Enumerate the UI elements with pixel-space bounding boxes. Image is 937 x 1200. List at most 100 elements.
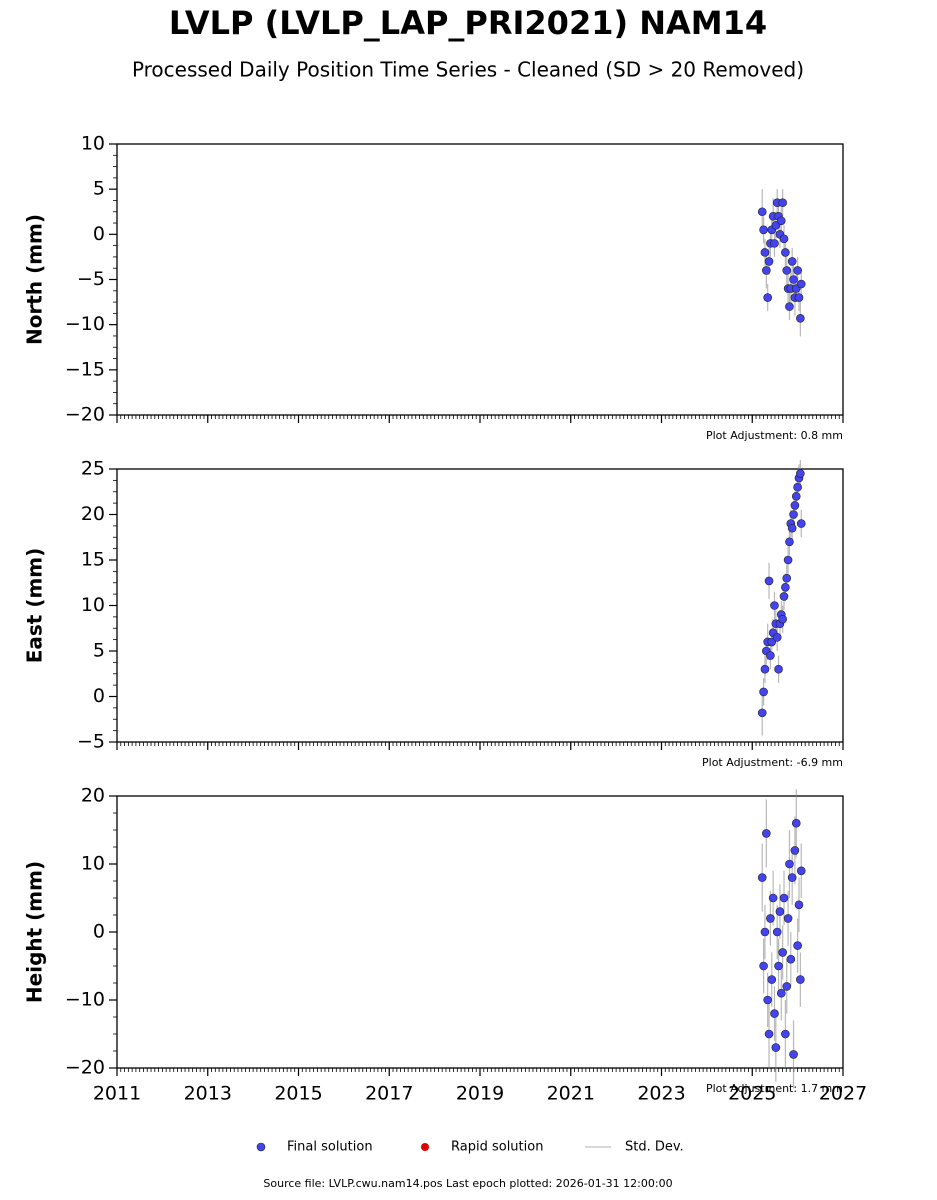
data-point — [763, 293, 772, 302]
x-tick-label: 2023 — [637, 1083, 685, 1105]
data-point — [760, 927, 770, 937]
y-tick-label: 15 — [81, 549, 105, 571]
data-point — [759, 961, 768, 971]
y-tick-label: 0 — [93, 685, 105, 707]
data-point — [778, 948, 787, 957]
data-point — [775, 907, 785, 916]
data-point — [793, 941, 802, 950]
x-tick-label: 2025 — [728, 1083, 776, 1105]
data-point — [764, 1029, 774, 1039]
y-tick-label: −5 — [77, 731, 105, 753]
data-point — [787, 257, 797, 266]
data-point — [760, 248, 770, 257]
legend-marker — [421, 1143, 429, 1151]
y-axis-label: Height (mm) — [23, 861, 47, 1003]
data-point — [760, 664, 770, 674]
data-point — [782, 573, 792, 583]
data-point — [759, 687, 768, 697]
y-tick-label: 0 — [93, 921, 105, 943]
data-point — [785, 859, 794, 869]
plot-frame — [116, 468, 844, 743]
data-point — [789, 1050, 798, 1059]
y-tick-label: −5 — [77, 268, 105, 290]
data-point — [776, 988, 786, 998]
data-point — [789, 510, 798, 519]
data-point — [766, 914, 775, 923]
data-point — [794, 293, 804, 302]
legend-label: Std. Dev. — [625, 1140, 684, 1155]
data-point — [781, 1029, 790, 1039]
data-point — [779, 592, 789, 601]
data-point — [770, 1009, 779, 1018]
y-tick-label: 0 — [93, 223, 105, 245]
data-point — [790, 501, 800, 510]
data-point — [796, 469, 805, 478]
y-tick-label: 10 — [81, 594, 105, 616]
chart-subtitle: Processed Daily Position Time Series - C… — [132, 58, 804, 82]
x-tick-label: 2019 — [456, 1083, 504, 1105]
annotation: Plot Adjustment: -6.9 mm — [702, 756, 843, 769]
data-point — [768, 893, 778, 903]
data-point — [796, 975, 805, 984]
y-tick-label: 25 — [81, 458, 105, 480]
x-tick-label: 2011 — [93, 1083, 141, 1105]
legend-marker — [256, 1142, 266, 1152]
footer: Source file: LVLP.cwu.nam14.pos Last epo… — [263, 1177, 672, 1190]
data-point — [786, 954, 796, 964]
data-point — [781, 582, 790, 592]
data-point — [778, 198, 787, 208]
annotation: Plot Adjustment: 0.8 mm — [706, 429, 843, 442]
data-point — [772, 927, 782, 937]
y-tick-label: −20 — [65, 404, 105, 426]
data-point — [759, 225, 768, 235]
y-tick-label: 10 — [81, 133, 105, 155]
data-point — [774, 664, 783, 674]
data-point — [794, 900, 804, 910]
y-tick-label: 20 — [81, 503, 105, 525]
data-point — [770, 239, 779, 248]
data-point — [793, 266, 802, 275]
y-tick-label: 10 — [81, 853, 105, 875]
y-tick-label: −10 — [65, 313, 105, 335]
data-point — [764, 257, 774, 266]
data-point — [783, 555, 793, 565]
data-point — [779, 234, 789, 244]
data-point — [796, 314, 805, 323]
data-point — [793, 482, 802, 492]
data-point — [781, 248, 790, 257]
x-tick-label: 2027 — [819, 1083, 867, 1105]
x-tick-label: 2021 — [547, 1083, 595, 1105]
legend-label: Final solution — [287, 1140, 373, 1155]
y-tick-label: −20 — [65, 1057, 105, 1079]
data-point — [785, 302, 794, 311]
plot-frame — [116, 795, 844, 1069]
data-point — [757, 873, 767, 882]
data-point — [783, 914, 793, 923]
data-point — [757, 708, 767, 718]
x-tick-label: 2015 — [274, 1083, 322, 1105]
x-tick-label: 2017 — [365, 1083, 413, 1105]
data-point — [787, 873, 797, 882]
data-point — [782, 266, 792, 275]
y-axis-label: North (mm) — [23, 214, 47, 345]
data-point — [757, 207, 767, 217]
data-point — [763, 995, 772, 1005]
data-point — [762, 829, 771, 838]
data-point — [790, 846, 800, 855]
y-tick-label: 5 — [93, 640, 105, 662]
data-point — [782, 982, 792, 991]
data-point — [791, 818, 801, 828]
data-point — [776, 216, 786, 226]
legend-label: Rapid solution — [451, 1140, 543, 1155]
x-tick-label: 2013 — [184, 1083, 232, 1105]
data-point — [791, 491, 801, 501]
y-tick-label: −15 — [65, 358, 105, 380]
data-point — [767, 975, 777, 984]
y-tick-label: 20 — [81, 785, 105, 807]
y-axis-label: East (mm) — [23, 548, 47, 664]
data-point — [772, 633, 782, 642]
data-point — [770, 601, 779, 610]
data-point — [779, 893, 789, 903]
